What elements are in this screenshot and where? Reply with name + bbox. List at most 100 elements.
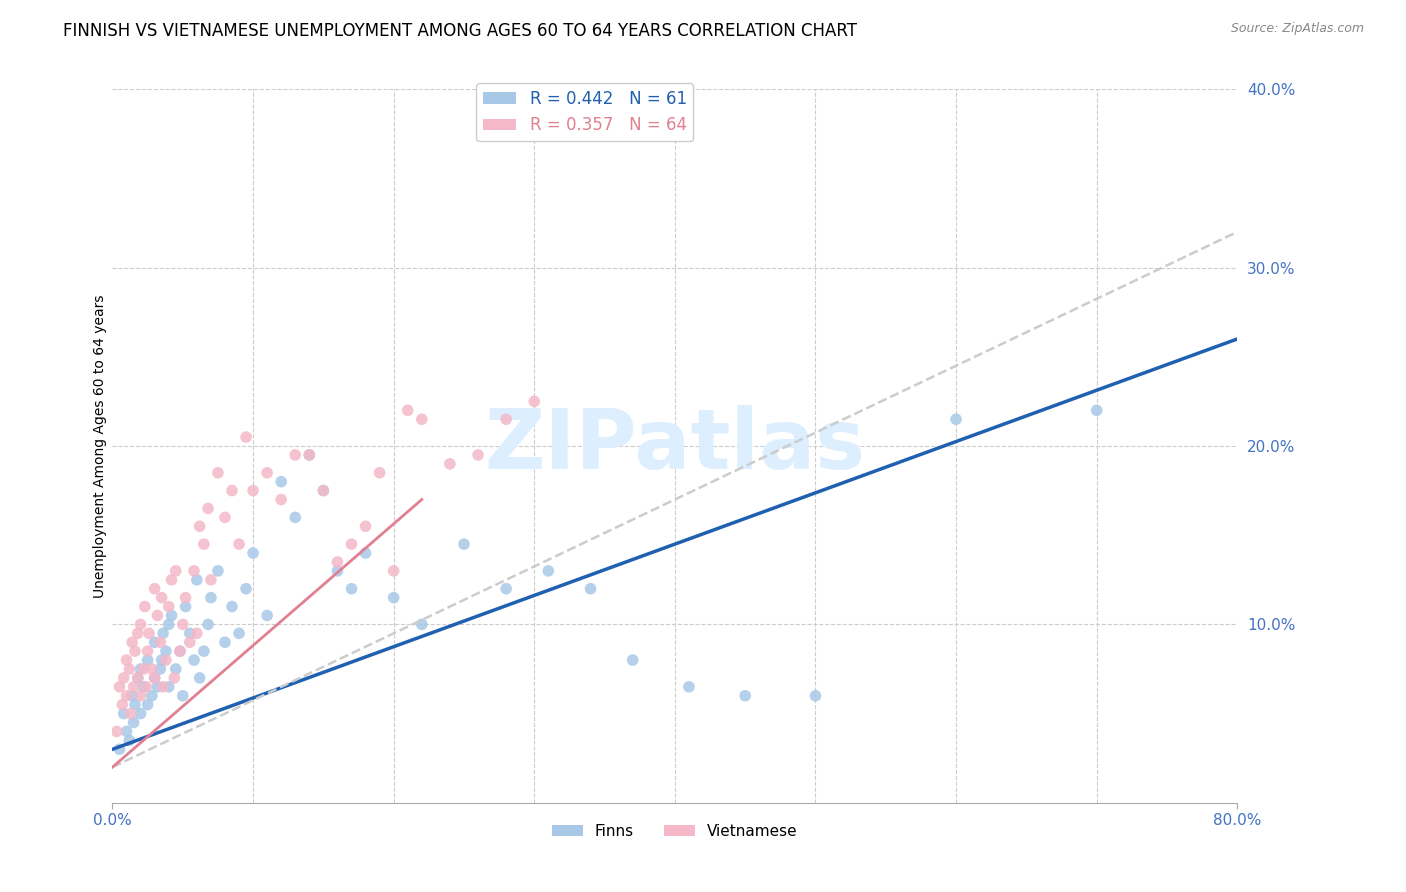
Point — [382, 591, 405, 605]
Point — [197, 501, 219, 516]
Point — [138, 626, 160, 640]
Point — [172, 689, 194, 703]
Point — [174, 591, 197, 605]
Point — [678, 680, 700, 694]
Point — [467, 448, 489, 462]
Text: FINNISH VS VIETNAMESE UNEMPLOYMENT AMONG AGES 60 TO 64 YEARS CORRELATION CHART: FINNISH VS VIETNAMESE UNEMPLOYMENT AMONG… — [63, 22, 858, 40]
Point — [411, 412, 433, 426]
Point — [312, 483, 335, 498]
Point — [242, 483, 264, 498]
Point — [183, 564, 205, 578]
Point — [152, 626, 174, 640]
Y-axis label: Unemployment Among Ages 60 to 64 years: Unemployment Among Ages 60 to 64 years — [93, 294, 107, 598]
Point — [1085, 403, 1108, 417]
Point — [368, 466, 391, 480]
Point — [127, 671, 149, 685]
Point — [150, 653, 173, 667]
Point — [136, 653, 159, 667]
Point — [169, 644, 191, 658]
Point — [188, 519, 211, 533]
Legend: Finns, Vietnamese: Finns, Vietnamese — [546, 818, 804, 845]
Text: Source: ZipAtlas.com: Source: ZipAtlas.com — [1230, 22, 1364, 36]
Point — [141, 689, 163, 703]
Point — [495, 412, 517, 426]
Point — [340, 537, 363, 551]
Point — [197, 617, 219, 632]
Point — [135, 680, 157, 694]
Point — [115, 653, 138, 667]
Point — [193, 644, 215, 658]
Point — [284, 448, 307, 462]
Point — [354, 519, 377, 533]
Point — [129, 689, 152, 703]
Point — [124, 644, 146, 658]
Point — [179, 626, 201, 640]
Point — [172, 617, 194, 632]
Point — [143, 671, 166, 685]
Point — [298, 448, 321, 462]
Point — [155, 653, 177, 667]
Point — [221, 599, 243, 614]
Point — [207, 564, 229, 578]
Point — [165, 662, 187, 676]
Point — [439, 457, 461, 471]
Point — [127, 626, 149, 640]
Point — [155, 644, 177, 658]
Point — [146, 680, 169, 694]
Point — [183, 653, 205, 667]
Point — [221, 483, 243, 498]
Point — [111, 698, 134, 712]
Point — [186, 573, 208, 587]
Point — [340, 582, 363, 596]
Point — [188, 671, 211, 685]
Point — [136, 644, 159, 658]
Point — [143, 671, 166, 685]
Point — [193, 537, 215, 551]
Point — [149, 635, 172, 649]
Point — [214, 510, 236, 524]
Point — [174, 599, 197, 614]
Point — [121, 689, 143, 703]
Point — [200, 591, 222, 605]
Point — [129, 617, 152, 632]
Point — [396, 403, 419, 417]
Point — [621, 653, 644, 667]
Point — [146, 608, 169, 623]
Point — [382, 564, 405, 578]
Point — [112, 706, 135, 721]
Point — [284, 510, 307, 524]
Text: ZIPatlas: ZIPatlas — [485, 406, 865, 486]
Point — [118, 733, 141, 747]
Point — [157, 680, 180, 694]
Point — [326, 564, 349, 578]
Point — [120, 706, 142, 721]
Point — [157, 599, 180, 614]
Point — [124, 698, 146, 712]
Point — [453, 537, 475, 551]
Point — [537, 564, 560, 578]
Point — [121, 635, 143, 649]
Point — [495, 582, 517, 596]
Point — [270, 492, 292, 507]
Point — [523, 394, 546, 409]
Point — [149, 662, 172, 676]
Point — [115, 724, 138, 739]
Point — [105, 724, 128, 739]
Point — [122, 715, 145, 730]
Point — [242, 546, 264, 560]
Point — [734, 689, 756, 703]
Point — [354, 546, 377, 560]
Point — [136, 698, 159, 712]
Point — [118, 662, 141, 676]
Point — [129, 662, 152, 676]
Point — [163, 671, 186, 685]
Point — [143, 582, 166, 596]
Point — [214, 635, 236, 649]
Point — [108, 742, 131, 756]
Point — [160, 573, 183, 587]
Point — [298, 448, 321, 462]
Point — [235, 582, 257, 596]
Point — [132, 680, 155, 694]
Point — [312, 483, 335, 498]
Point — [115, 689, 138, 703]
